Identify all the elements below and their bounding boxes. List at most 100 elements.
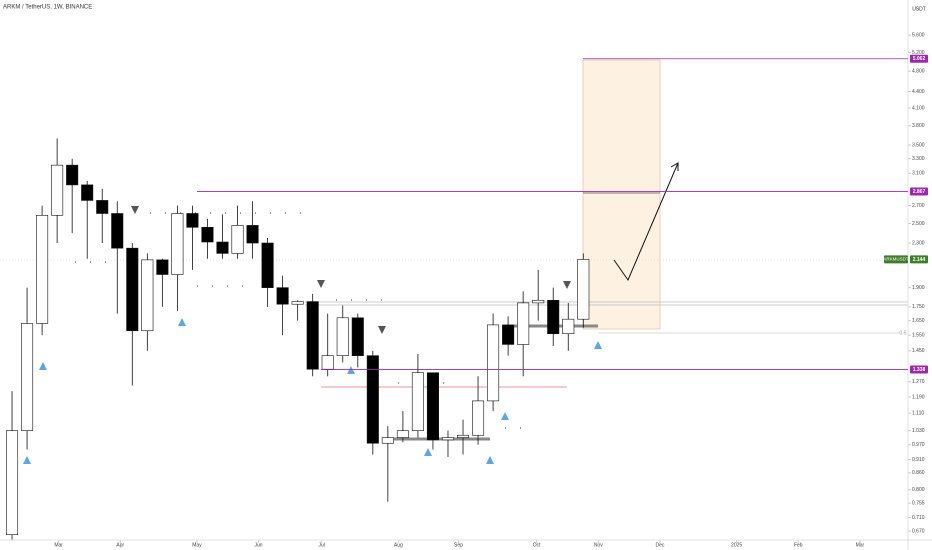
candle-body xyxy=(51,164,64,216)
y-tick-label: 1.650 xyxy=(912,318,925,324)
buy-signal xyxy=(347,366,355,374)
candle-body xyxy=(66,164,79,186)
candle-body xyxy=(472,400,485,436)
candle-body xyxy=(306,301,319,370)
candle-body xyxy=(96,200,109,214)
last-price-label: 2.144 xyxy=(913,257,926,263)
y-tick-label: 0.910 xyxy=(912,457,925,463)
candle-body xyxy=(156,259,169,275)
candle-body xyxy=(201,227,214,243)
buy-signals xyxy=(23,318,602,464)
level-tag xyxy=(910,187,928,196)
x-tick-label: Apr xyxy=(116,542,124,548)
y-tick-label: 1.030 xyxy=(912,428,925,434)
y-tick-label: 1.750 xyxy=(912,304,925,310)
buy-signal xyxy=(178,318,186,326)
y-tick-label: 5.200 xyxy=(912,50,925,56)
x-tick-label: Dec xyxy=(656,542,665,548)
y-tick-label: 0.755 xyxy=(912,501,925,507)
candle-body xyxy=(171,213,184,275)
buy-signal xyxy=(23,456,31,464)
x-tick-label: Mar xyxy=(856,542,865,548)
level-tag xyxy=(910,54,928,63)
candle-body xyxy=(547,299,560,335)
candle-body xyxy=(261,242,274,288)
candle-body xyxy=(126,247,139,332)
buy-signal xyxy=(486,456,494,464)
y-tick-label: 1.110 xyxy=(912,411,924,417)
candle-body xyxy=(487,324,500,402)
candle-body xyxy=(577,259,590,320)
candle-body xyxy=(81,184,94,201)
buy-signal xyxy=(424,448,432,456)
x-tick-label: Jun xyxy=(255,542,263,548)
y-tick-label: 2.700 xyxy=(912,203,925,209)
buy-signal xyxy=(501,412,509,420)
y-tick-label: 0.800 xyxy=(912,487,925,493)
y-axis-label: USDT xyxy=(912,6,926,12)
y-tick-label: 4.800 xyxy=(912,69,925,75)
candle-body xyxy=(111,213,124,249)
last-price-name: ARKMUSDT xyxy=(883,257,909,262)
y-tick-label: 4.400 xyxy=(912,89,925,95)
y-tick-label: 1.900 xyxy=(912,285,925,291)
y-tick-label: 3.100 xyxy=(912,171,925,177)
x-tick-label: Mar xyxy=(54,542,63,548)
y-tick-label: 0.970 xyxy=(912,442,925,448)
candle-body xyxy=(502,324,515,345)
candle-body xyxy=(21,323,34,431)
candle-body xyxy=(457,434,470,438)
x-tick-label: Nov xyxy=(594,542,603,548)
candle-body xyxy=(186,213,199,228)
candle-body xyxy=(381,437,394,444)
candle-body xyxy=(411,372,424,431)
buy-signal xyxy=(39,362,47,370)
y-tick-label: 1.550 xyxy=(912,333,925,339)
y-tick-label: 3.800 xyxy=(912,123,925,129)
x-tick-label: May xyxy=(192,542,202,548)
candle-body xyxy=(141,259,154,332)
x-tick-label: Aug xyxy=(394,542,403,548)
y-tick-label: 0.860 xyxy=(912,470,925,476)
level-label: 2.867 xyxy=(913,189,926,195)
y-tick-label: 3.300 xyxy=(912,156,925,162)
y-tick-label: 2.300 xyxy=(912,240,925,246)
sell-signal xyxy=(131,206,139,214)
y-tick-label: 5.600 xyxy=(912,32,925,38)
y-tick-label: 0.670 xyxy=(912,528,925,534)
y-tick-label: 2.500 xyxy=(912,221,925,227)
x-tick-label: 2025 xyxy=(731,542,742,548)
candle-body xyxy=(291,301,304,305)
y-tick-label: 3.500 xyxy=(912,142,925,148)
candle-body xyxy=(426,372,439,441)
sell-signal xyxy=(378,326,386,334)
y-tick-label: 0.710 xyxy=(912,515,925,521)
sell-signal xyxy=(563,281,571,289)
candle-body xyxy=(396,430,409,438)
last-price-tag xyxy=(910,255,928,264)
y-tick-label: 1.450 xyxy=(912,348,925,354)
chart-title: ARKM / TetherUS, 1W, BINANCE xyxy=(3,5,92,11)
fib-label: 0.5 xyxy=(900,330,907,336)
position-box xyxy=(582,59,661,330)
y-tick-label: 1.270 xyxy=(912,379,925,385)
candle-body xyxy=(517,302,530,345)
candle-body xyxy=(231,225,244,254)
y-tick-label: 1.190 xyxy=(912,394,925,400)
level-label: 1.338 xyxy=(913,367,926,373)
buy-signal xyxy=(594,341,602,349)
candle-body xyxy=(441,437,454,441)
x-tick-label: Sep xyxy=(454,542,463,548)
candle-body xyxy=(336,317,349,356)
arrow-head xyxy=(670,162,679,171)
candle-body xyxy=(6,430,19,535)
x-tick-label: Feb xyxy=(794,542,803,548)
level-label: 5.062 xyxy=(913,56,926,62)
level-tag xyxy=(910,365,928,374)
candle-body xyxy=(216,241,229,254)
candle-body xyxy=(36,214,49,324)
candle-body xyxy=(366,355,379,444)
candle-body xyxy=(321,355,334,370)
candle-body xyxy=(246,225,259,244)
